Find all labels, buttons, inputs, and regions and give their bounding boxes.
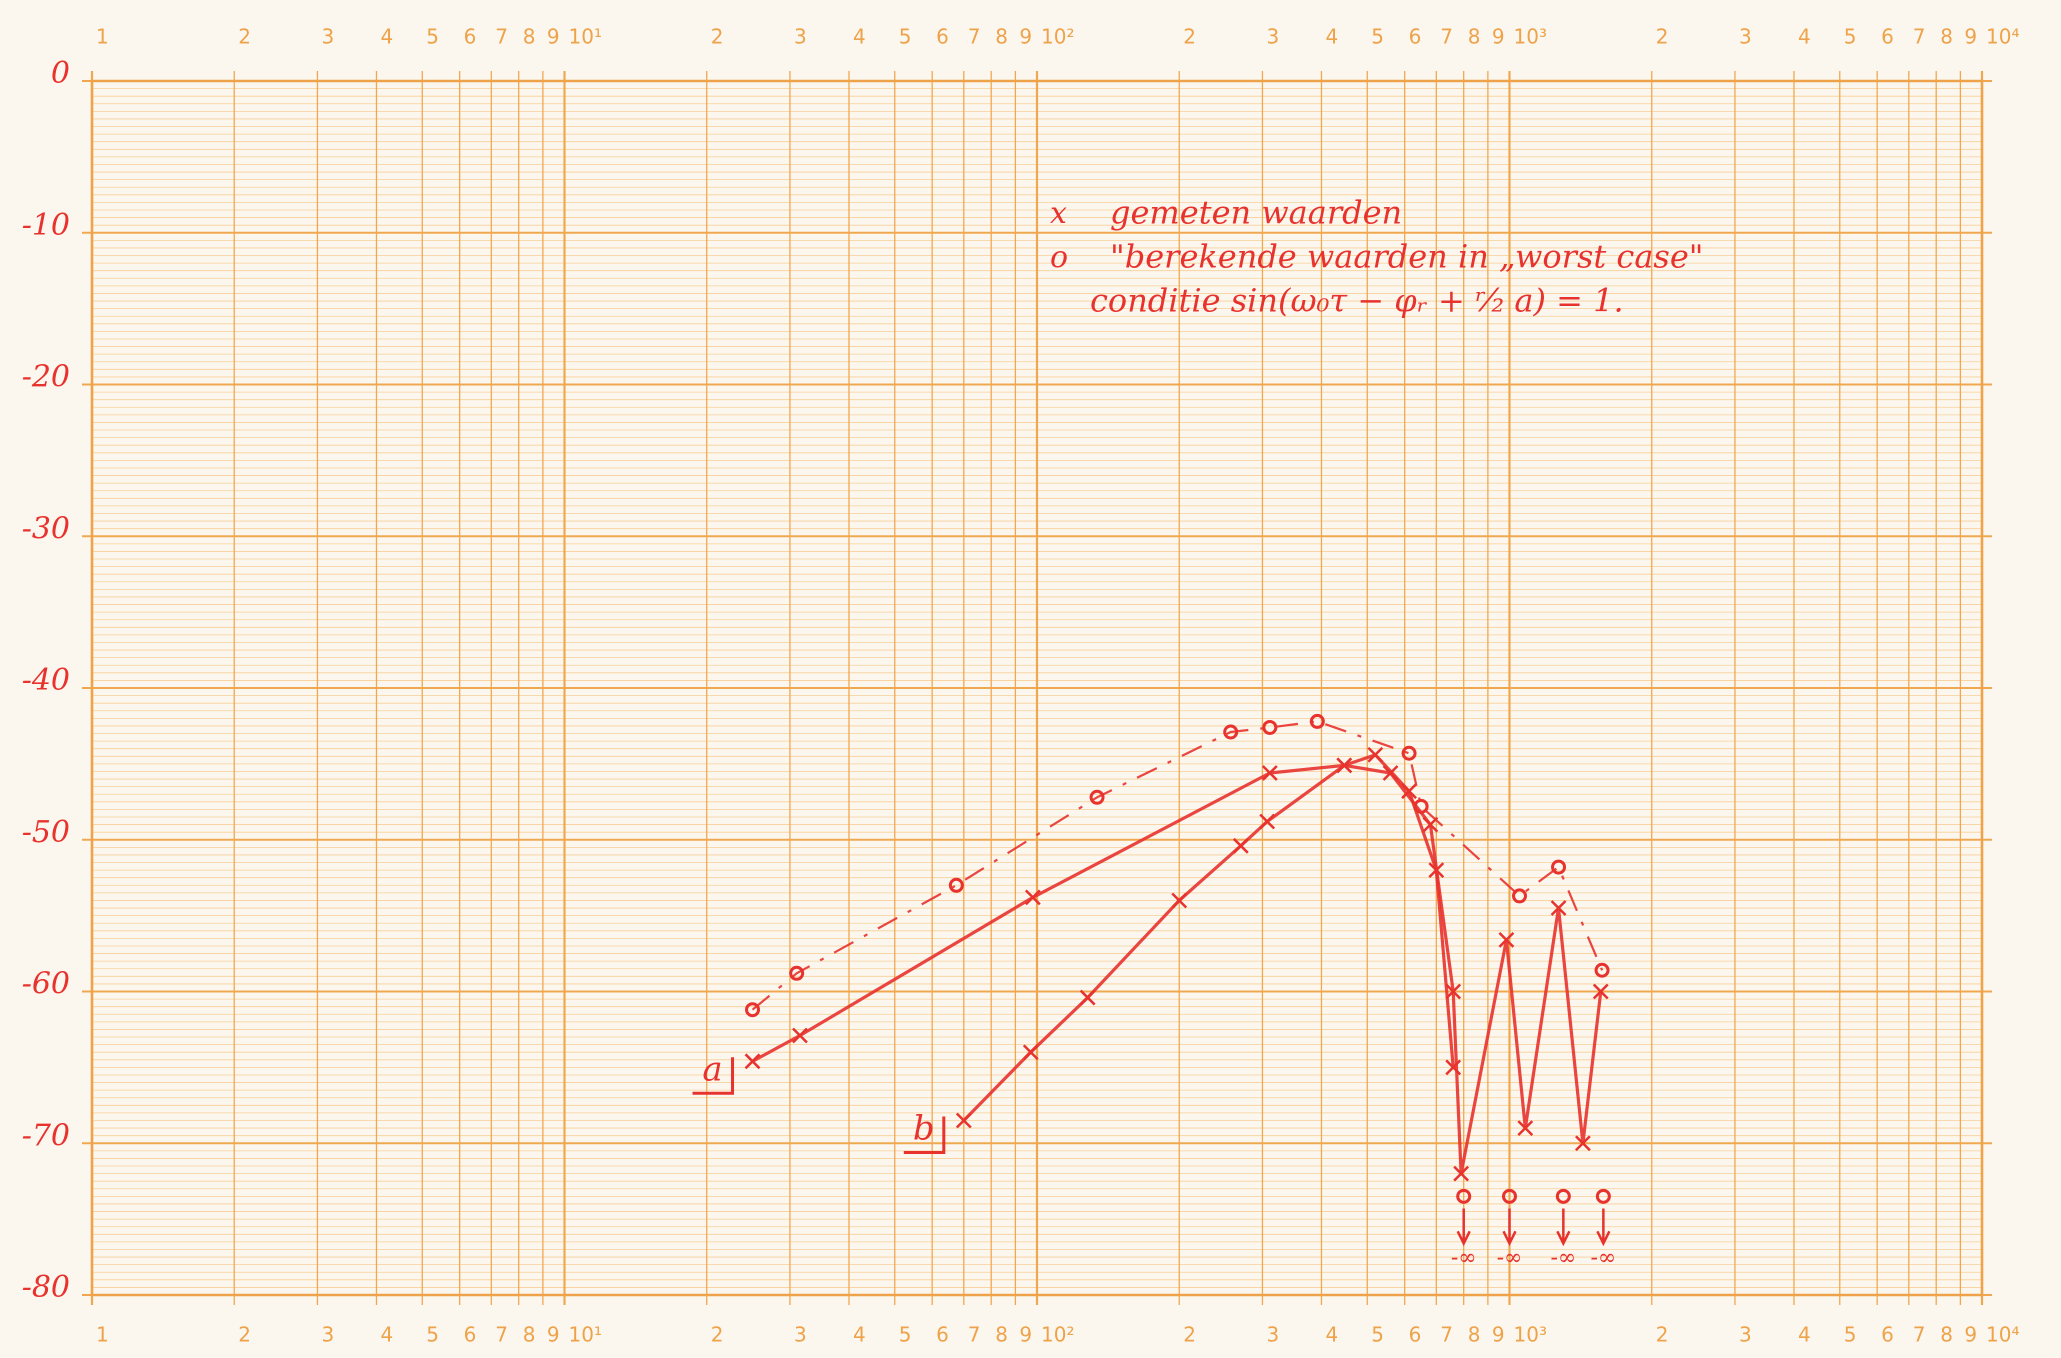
legend-marker: o bbox=[1050, 240, 1068, 275]
x-tick-label: 2 bbox=[1656, 25, 1669, 49]
x-tick-label: 3 bbox=[321, 1323, 334, 1347]
x-tick-label: 3 bbox=[1266, 25, 1279, 49]
x-tick-label: 8 bbox=[1468, 25, 1481, 49]
x-tick-label: 7 bbox=[1913, 25, 1926, 49]
y-tick-label: -20 bbox=[22, 360, 70, 395]
x-tick-label: 6 bbox=[464, 25, 477, 49]
annotation: -∞ bbox=[1550, 1246, 1576, 1271]
x-tick-label: 5 bbox=[899, 1323, 912, 1347]
x-tick-label: 8 bbox=[995, 25, 1008, 49]
x-tick-label: 4 bbox=[1325, 25, 1338, 49]
x-tick-label: 2 bbox=[711, 25, 724, 49]
x-tick-label: 10⁴ bbox=[1986, 1323, 2019, 1347]
x-tick-label: 9 bbox=[1964, 1323, 1977, 1347]
y-tick-label: -50 bbox=[22, 815, 70, 850]
x-tick-label: 5 bbox=[899, 25, 912, 49]
x-tick-label: 2 bbox=[238, 25, 251, 49]
x-tick-label: 5 bbox=[1371, 1323, 1384, 1347]
x-tick-label: 10³ bbox=[1514, 25, 1547, 49]
x-tick-label: 6 bbox=[1881, 1323, 1894, 1347]
chart: 11223344556677889910¹10¹2233445566778899… bbox=[0, 0, 2061, 1358]
x-tick-label: 5 bbox=[426, 1323, 439, 1347]
x-tick-label: 9 bbox=[1492, 25, 1505, 49]
x-tick-label: 1 bbox=[96, 1323, 109, 1347]
x-tick-label: 10² bbox=[1041, 25, 1074, 49]
x-tick-label: 7 bbox=[495, 25, 508, 49]
x-tick-label: 7 bbox=[968, 1323, 981, 1347]
x-tick-label: 7 bbox=[1440, 25, 1453, 49]
series-label: b bbox=[913, 1108, 935, 1148]
x-tick-label: 8 bbox=[995, 1323, 1008, 1347]
x-tick-label: 6 bbox=[464, 1323, 477, 1347]
x-tick-label: 6 bbox=[1881, 25, 1894, 49]
x-tick-label: 5 bbox=[1371, 25, 1384, 49]
y-tick-label: -60 bbox=[22, 967, 70, 1002]
x-tick-label: 9 bbox=[1492, 1323, 1505, 1347]
legend-label: "berekende waarden in „worst case" bbox=[1110, 238, 1703, 276]
x-tick-label: 7 bbox=[968, 25, 981, 49]
x-tick-label: 3 bbox=[1739, 25, 1752, 49]
x-tick-label: 10¹ bbox=[569, 25, 602, 49]
x-tick-label: 9 bbox=[547, 1323, 560, 1347]
x-tick-label: 8 bbox=[523, 1323, 536, 1347]
legend-label: gemeten waarden bbox=[1110, 194, 1402, 232]
paper bbox=[0, 0, 2061, 1358]
x-tick-label: 6 bbox=[936, 25, 949, 49]
x-tick-label: 4 bbox=[380, 1323, 393, 1347]
x-tick-label: 3 bbox=[1739, 1323, 1752, 1347]
x-tick-label: 4 bbox=[1325, 1323, 1338, 1347]
y-tick-label: -40 bbox=[22, 663, 70, 698]
x-tick-label: 2 bbox=[1183, 1323, 1196, 1347]
x-tick-label: 9 bbox=[1019, 25, 1032, 49]
x-tick-label: 2 bbox=[238, 1323, 251, 1347]
annotation: -∞ bbox=[1497, 1246, 1523, 1271]
x-tick-label: 1 bbox=[96, 25, 109, 49]
x-tick-label: 3 bbox=[794, 25, 807, 49]
x-tick-label: 4 bbox=[853, 1323, 866, 1347]
y-tick-label: -80 bbox=[22, 1270, 70, 1305]
x-tick-label: 5 bbox=[1844, 25, 1857, 49]
x-tick-label: 6 bbox=[1409, 25, 1422, 49]
annotation: -∞ bbox=[1451, 1246, 1477, 1271]
x-tick-label: 3 bbox=[321, 25, 334, 49]
y-tick-label: -30 bbox=[22, 511, 70, 546]
x-tick-label: 9 bbox=[547, 25, 560, 49]
note: conditie sin(ω₀τ − φᵣ + ʳ⁄₂ a) = 1. bbox=[1090, 282, 1624, 320]
x-tick-label: 5 bbox=[426, 25, 439, 49]
x-tick-label: 7 bbox=[1440, 1323, 1453, 1347]
x-tick-label: 2 bbox=[1183, 25, 1196, 49]
x-tick-label: 10⁴ bbox=[1986, 25, 2019, 49]
x-tick-label: 6 bbox=[936, 1323, 949, 1347]
x-tick-label: 7 bbox=[495, 1323, 508, 1347]
x-tick-label: 5 bbox=[1844, 1323, 1857, 1347]
x-tick-label: 6 bbox=[1409, 1323, 1422, 1347]
x-tick-label: 4 bbox=[1798, 1323, 1811, 1347]
y-tick-label: -10 bbox=[22, 208, 70, 243]
x-tick-label: 8 bbox=[1468, 1323, 1481, 1347]
x-tick-label: 3 bbox=[1266, 1323, 1279, 1347]
x-tick-label: 7 bbox=[1913, 1323, 1926, 1347]
x-tick-label: 8 bbox=[1940, 25, 1953, 49]
x-tick-label: 4 bbox=[380, 25, 393, 49]
annotation: -∞ bbox=[1590, 1246, 1616, 1271]
x-tick-label: 10² bbox=[1041, 1323, 1074, 1347]
x-tick-label: 4 bbox=[853, 25, 866, 49]
y-tick-label: -70 bbox=[22, 1118, 70, 1153]
y-tick-label: 0 bbox=[51, 56, 70, 91]
x-tick-label: 9 bbox=[1019, 1323, 1032, 1347]
x-tick-label: 3 bbox=[794, 1323, 807, 1347]
x-tick-label: 10³ bbox=[1514, 1323, 1547, 1347]
series-label: a bbox=[702, 1049, 722, 1089]
legend-marker: x bbox=[1050, 196, 1067, 231]
x-tick-label: 4 bbox=[1798, 25, 1811, 49]
x-tick-label: 10¹ bbox=[569, 1323, 602, 1347]
x-tick-label: 2 bbox=[1656, 1323, 1669, 1347]
x-tick-label: 2 bbox=[711, 1323, 724, 1347]
x-tick-label: 8 bbox=[1940, 1323, 1953, 1347]
x-tick-label: 9 bbox=[1964, 25, 1977, 49]
x-tick-label: 8 bbox=[523, 25, 536, 49]
